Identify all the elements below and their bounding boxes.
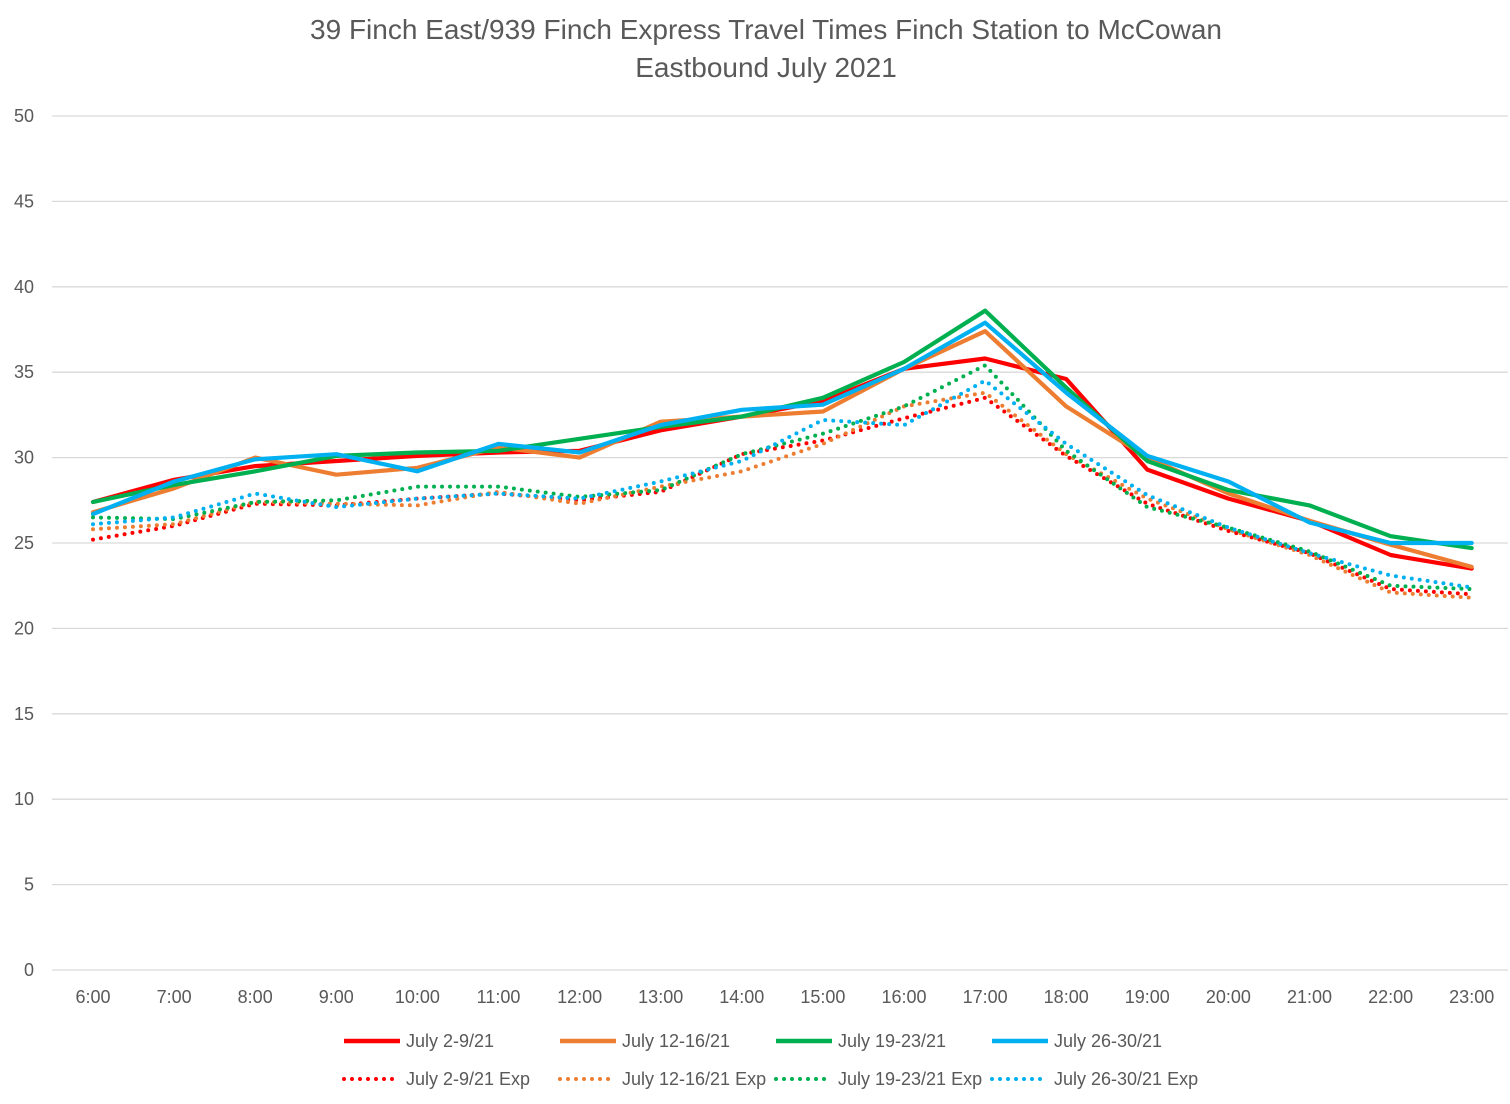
legend-label: July 26-30/21 [1054,1031,1162,1051]
x-tick-label: 22:00 [1368,987,1413,1007]
gridlines [52,115,1508,971]
x-tick-label: 15:00 [800,987,845,1007]
x-tick-label: 20:00 [1206,987,1251,1007]
x-tick-label: 17:00 [963,987,1008,1007]
x-tick-label: 18:00 [1044,987,1089,1007]
x-tick-label: 10:00 [395,987,440,1007]
y-tick-label: 25 [14,533,34,553]
chart-title: 39 Finch East/939 Finch Express Travel T… [310,14,1222,45]
legend-label: July 26-30/21 Exp [1054,1069,1198,1089]
y-tick-label: 20 [14,618,34,638]
y-tick-label: 50 [14,106,34,126]
x-tick-label: 7:00 [157,987,192,1007]
y-tick-label: 30 [14,448,34,468]
x-tick-label: 6:00 [75,987,110,1007]
series-line [91,363,1474,592]
chart-subtitle: Eastbound July 2021 [635,52,897,83]
x-tick-label: 19:00 [1125,987,1170,1007]
y-tick-label: 0 [24,960,34,980]
x-tick-label: 11:00 [477,987,521,1007]
x-tick-label: 14:00 [719,987,764,1007]
x-tick-label: 21:00 [1287,987,1332,1007]
legend-label: July 19-23/21 [838,1031,946,1051]
series-line [90,308,1474,551]
legend-label: July 12-16/21 [622,1031,730,1051]
y-tick-label: 5 [24,875,34,895]
legend-label: July 2-9/21 [406,1031,494,1051]
legend-label: July 12-16/21 Exp [622,1069,766,1089]
x-tick-label: 8:00 [238,987,273,1007]
y-tick-label: 15 [14,704,34,724]
legend: July 2-9/21 July 12-16/21 July 19-23/21 Jul… [342,1031,1198,1089]
x-tick-label: 16:00 [881,987,926,1007]
x-tick-label: 9:00 [319,987,354,1007]
y-tick-label: 40 [14,277,34,297]
x-tick-label: 23:00 [1449,987,1494,1007]
y-tick-label: 35 [14,362,34,382]
y-tick-label: 10 [14,789,34,809]
legend-label: July 19-23/21 Exp [838,1069,982,1089]
y-tick-label: 45 [14,191,34,211]
series-line [90,329,1474,570]
series-line [90,320,1474,546]
x-tick-label: 13:00 [638,987,683,1007]
series-line [91,378,1474,590]
legend-label: July 2-9/21 Exp [406,1069,530,1089]
x-tick-label: 12:00 [557,987,602,1007]
